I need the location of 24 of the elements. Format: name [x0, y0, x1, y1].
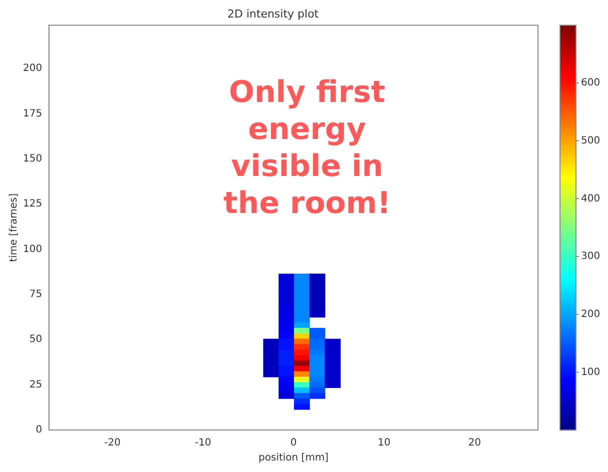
- y-tick-label: 50: [29, 334, 42, 346]
- color-bar-label: 200: [581, 308, 600, 320]
- y-tick-label: 200: [22, 63, 42, 74]
- x-tick-label: 10: [378, 438, 390, 449]
- x-tick-label: 20: [468, 438, 481, 449]
- x-tick-label: -10: [194, 438, 212, 449]
- color-bar-label: 100: [581, 366, 600, 378]
- annotation: Only first energy visible in the room!: [223, 75, 391, 222]
- x-axis-title: position [mm]: [258, 452, 329, 464]
- color-bar-label: 300: [581, 251, 600, 262]
- chart-title: 2D intensity plot: [227, 7, 320, 20]
- y-tick-label: 75: [29, 289, 42, 300]
- y-tick-label: 150: [22, 154, 42, 165]
- color-bar-label: 500: [581, 135, 600, 146]
- y-tick-label: 25: [29, 379, 42, 390]
- y-tick-label: 175: [22, 108, 42, 120]
- x-tick-label: 0: [290, 438, 297, 449]
- y-tick-label: 125: [22, 198, 42, 210]
- color-bar-label: 400: [581, 193, 600, 204]
- y-tick-label: 100: [22, 244, 42, 255]
- y-tick-label: 0: [36, 424, 42, 436]
- x-tick-label: -20: [104, 438, 121, 449]
- y-axis-title: time [frames]: [8, 193, 20, 262]
- color-bar-label: 600: [581, 78, 600, 89]
